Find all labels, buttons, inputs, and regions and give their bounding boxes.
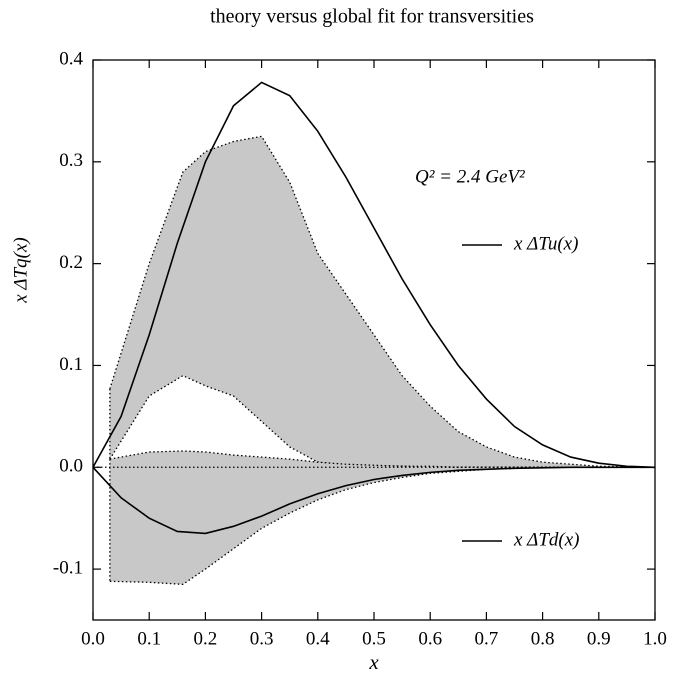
- band-fill: [109, 450, 656, 585]
- x-tick-label: 0.6: [418, 628, 442, 649]
- y-tick-label: -0.1: [53, 557, 83, 578]
- x-tick-label: 0.8: [531, 628, 555, 649]
- legend-label: x ΔTu(x): [513, 233, 578, 254]
- y-axis-label: x ΔTq(x): [10, 237, 31, 304]
- band-fill: [109, 136, 656, 468]
- x-tick-label: 0.4: [306, 628, 330, 649]
- y-tick-label: 0.0: [59, 456, 83, 477]
- x-tick-label: 0.2: [194, 628, 218, 649]
- band-edge: [109, 450, 655, 468]
- x-tick-label: 1.0: [643, 628, 667, 649]
- curve: [92, 466, 655, 535]
- y-tick-label: 0.4: [59, 48, 83, 69]
- x-axis-label: x: [368, 650, 379, 674]
- y-tick-label: 0.2: [59, 252, 83, 273]
- x-tick-label: 0.3: [250, 628, 274, 649]
- annotation: Q² = 2.4 GeV²: [415, 166, 525, 187]
- curve: [92, 81, 656, 469]
- x-tick-label: 0.1: [137, 628, 161, 649]
- legend-label: x ΔTd(x): [513, 529, 580, 550]
- y-tick-label: 0.1: [59, 354, 83, 375]
- band-edge: [109, 466, 655, 586]
- chart-title: theory versus global fit for transversit…: [210, 6, 534, 28]
- x-tick-label: 0.5: [362, 628, 386, 649]
- y-tick-label: 0.3: [59, 150, 83, 171]
- x-tick-label: 0.0: [81, 628, 105, 649]
- x-tick-label: 0.9: [587, 628, 611, 649]
- x-tick-label: 0.7: [475, 628, 499, 649]
